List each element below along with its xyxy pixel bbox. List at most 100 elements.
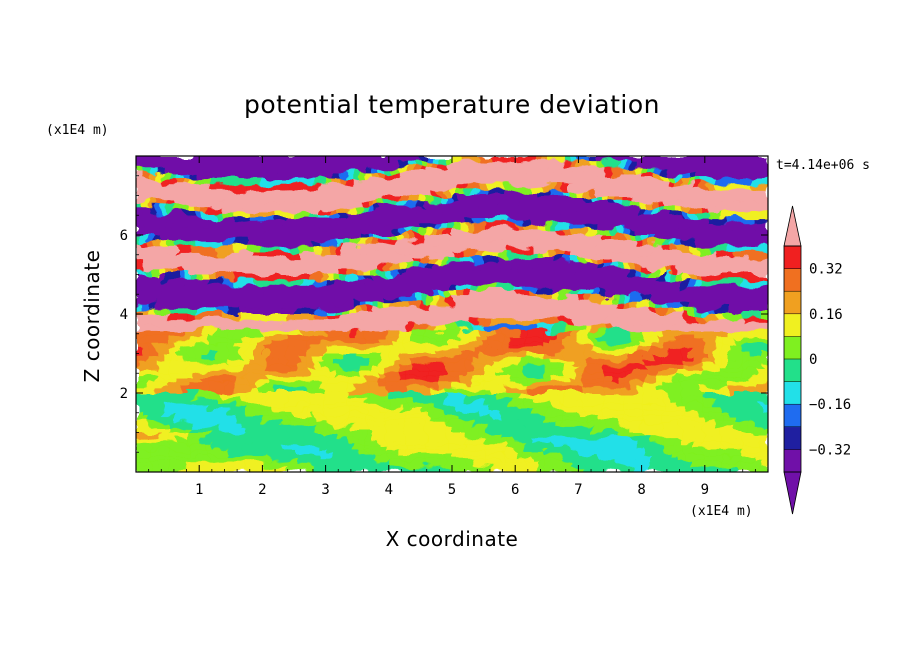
field-cell bbox=[682, 251, 690, 259]
field-cell bbox=[445, 342, 453, 349]
field-cell bbox=[695, 297, 703, 304]
field-cell bbox=[590, 364, 598, 372]
field-cell bbox=[629, 409, 638, 417]
field-cell bbox=[320, 251, 328, 259]
field-cell bbox=[682, 201, 690, 208]
field-cell bbox=[254, 161, 262, 169]
field-cell bbox=[136, 280, 144, 287]
field-cell bbox=[280, 302, 289, 310]
field-cell bbox=[221, 409, 229, 417]
field-cell bbox=[721, 285, 730, 293]
field-cell bbox=[261, 376, 269, 383]
field-cell bbox=[405, 297, 414, 304]
field-cell bbox=[155, 291, 164, 298]
field-cell bbox=[702, 432, 710, 439]
field-cell bbox=[577, 330, 585, 338]
field-cell bbox=[175, 268, 183, 276]
field-cell bbox=[346, 342, 355, 349]
field-cell bbox=[636, 359, 644, 366]
field-cell bbox=[287, 314, 295, 321]
field-cell bbox=[484, 297, 493, 304]
field-cell bbox=[557, 167, 565, 174]
field-cell bbox=[201, 336, 210, 344]
field-cell bbox=[662, 189, 671, 197]
field-cell bbox=[155, 387, 164, 394]
field-cell bbox=[484, 381, 493, 389]
field-cell bbox=[359, 364, 368, 372]
field-cell bbox=[320, 240, 328, 248]
field-cell bbox=[425, 268, 434, 276]
field-cell bbox=[649, 381, 657, 389]
field-cell bbox=[155, 347, 164, 355]
field-cell bbox=[550, 336, 559, 344]
field-cell bbox=[405, 415, 414, 423]
field-cell bbox=[629, 201, 638, 208]
field-cell bbox=[412, 302, 420, 310]
field-cell bbox=[491, 297, 499, 304]
field-cell bbox=[452, 376, 460, 383]
field-cell bbox=[307, 297, 315, 304]
field-cell bbox=[136, 178, 144, 186]
field-cell bbox=[326, 319, 335, 327]
field-cell bbox=[228, 330, 236, 338]
field-cell bbox=[300, 364, 308, 372]
field-cell bbox=[399, 426, 407, 434]
field-cell bbox=[748, 415, 756, 423]
field-cell bbox=[524, 297, 532, 304]
field-cell bbox=[754, 336, 763, 344]
field-cell bbox=[596, 443, 605, 451]
field-cell bbox=[695, 251, 703, 259]
field-cell bbox=[465, 297, 473, 304]
field-cell bbox=[432, 263, 440, 270]
field-cell bbox=[524, 240, 532, 248]
field-cell bbox=[136, 302, 144, 310]
field-cell bbox=[320, 409, 328, 417]
field-cell bbox=[636, 156, 644, 163]
field-cell bbox=[208, 201, 216, 208]
field-cell bbox=[445, 376, 453, 383]
field-cell bbox=[458, 156, 466, 163]
field-cell bbox=[182, 426, 190, 434]
field-cell bbox=[168, 297, 177, 304]
field-cell bbox=[234, 393, 243, 400]
field-cell bbox=[346, 161, 355, 169]
field-cell bbox=[649, 291, 657, 298]
field-cell bbox=[320, 381, 328, 389]
field-cell bbox=[675, 297, 684, 304]
field-cell bbox=[366, 156, 374, 163]
field-cell bbox=[359, 218, 368, 225]
field-cell bbox=[333, 218, 341, 225]
field-cell bbox=[366, 438, 374, 445]
field-cell bbox=[531, 167, 539, 174]
field-cell bbox=[149, 381, 157, 389]
field-cell bbox=[557, 161, 565, 169]
field-cell bbox=[721, 251, 730, 259]
field-cell bbox=[373, 268, 381, 276]
field-cell bbox=[247, 387, 256, 394]
field-cell bbox=[405, 359, 414, 366]
field-cell bbox=[484, 229, 493, 236]
field-cell bbox=[596, 167, 605, 174]
field-cell bbox=[307, 370, 315, 377]
field-cell bbox=[735, 268, 743, 276]
field-cell bbox=[366, 308, 374, 315]
field-cell bbox=[511, 172, 519, 180]
field-cell bbox=[340, 240, 348, 248]
field-cell bbox=[715, 285, 723, 293]
field-cell bbox=[379, 314, 387, 321]
field-cell bbox=[708, 212, 717, 219]
field-cell bbox=[721, 167, 730, 174]
field-cell bbox=[689, 189, 697, 197]
field-cell bbox=[629, 206, 638, 214]
field-cell bbox=[373, 336, 381, 344]
field-cell bbox=[280, 206, 289, 214]
field-cell bbox=[307, 387, 315, 394]
field-cell bbox=[201, 404, 210, 411]
field-cell bbox=[702, 235, 710, 242]
field-cell bbox=[438, 438, 447, 445]
field-cell bbox=[721, 308, 730, 315]
field-cell bbox=[379, 393, 387, 400]
field-cell bbox=[636, 251, 644, 259]
field-cell bbox=[649, 218, 657, 225]
field-cell bbox=[142, 246, 150, 253]
